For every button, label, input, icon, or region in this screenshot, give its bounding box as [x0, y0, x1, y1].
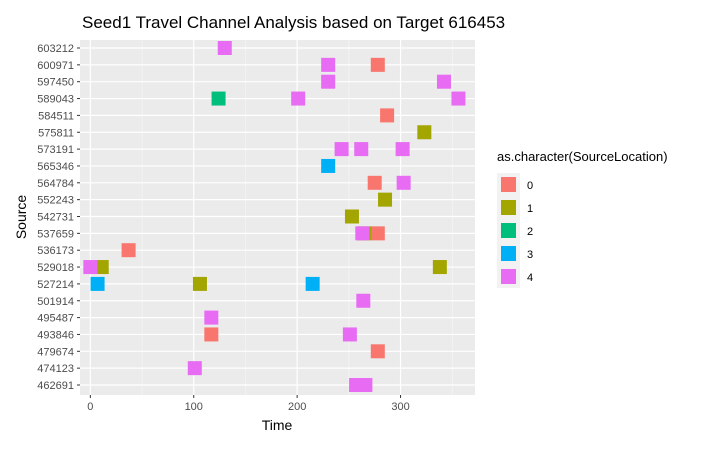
data-point	[121, 243, 136, 258]
y-tick-label: 527214	[37, 279, 74, 291]
data-point	[451, 91, 466, 106]
y-tick-label: 529018	[37, 262, 74, 274]
data-point	[217, 41, 232, 55]
y-tick-label: 575811	[38, 127, 74, 139]
data-points	[83, 41, 466, 392]
y-tick-label: 537659	[37, 228, 74, 240]
x-axis-ticks: 0 100 200 300	[87, 395, 410, 413]
y-tick-label: 600971	[37, 60, 74, 72]
y-tick-label: 474123	[37, 363, 74, 375]
y-tick-label: 584511	[38, 110, 74, 122]
data-point	[378, 192, 393, 207]
y-tick-label: 536173	[37, 245, 74, 257]
y-tick-label: 501914	[37, 296, 74, 308]
legend-key	[501, 177, 516, 192]
data-point	[321, 57, 336, 72]
y-tick-label: 542731	[37, 212, 74, 224]
data-point	[211, 91, 226, 106]
x-tick-label: 200	[288, 401, 306, 413]
x-tick-label: 100	[185, 401, 203, 413]
data-point	[321, 74, 336, 89]
data-point	[417, 125, 432, 140]
data-point	[370, 226, 385, 241]
data-point	[321, 158, 336, 173]
data-point	[370, 57, 385, 72]
y-axis-ticks: 603212 600971 597450 589043 584511 575811 5731…	[37, 43, 80, 392]
legend-label: 1	[527, 203, 533, 215]
data-point	[396, 175, 411, 190]
data-point	[395, 142, 410, 157]
data-point	[367, 175, 382, 190]
y-tick-label: 495487	[37, 313, 74, 325]
y-tick-label: 479674	[37, 346, 74, 358]
legend-label: 0	[527, 180, 533, 192]
y-tick-label: 552243	[37, 195, 74, 207]
legend-title: as.character(SourceLocation)	[497, 149, 668, 164]
data-point	[187, 361, 202, 376]
y-tick-label: 603212	[37, 43, 74, 55]
grid-major	[80, 40, 475, 395]
data-point	[83, 260, 98, 275]
data-point	[291, 91, 306, 106]
data-point	[94, 260, 109, 275]
y-tick-label: 565346	[37, 161, 74, 173]
legend: as.character(SourceLocation) 0 1 2 3 4	[497, 149, 668, 288]
y-tick-label: 462691	[37, 380, 74, 392]
data-point	[344, 209, 359, 224]
data-point	[204, 310, 219, 325]
chart-title: Seed1 Travel Channel Analysis based on T…	[82, 13, 505, 32]
x-axis-label: Time	[262, 417, 293, 433]
data-point	[305, 276, 320, 291]
data-point	[342, 327, 357, 342]
legend-key	[501, 269, 516, 284]
y-tick-label: 564784	[37, 178, 74, 190]
x-tick-label: 300	[391, 401, 409, 413]
x-tick-label: 0	[87, 401, 93, 413]
data-point	[436, 74, 451, 89]
legend-key	[501, 223, 516, 238]
data-point	[334, 142, 349, 157]
y-tick-label: 589043	[37, 94, 74, 106]
data-point	[370, 344, 385, 359]
data-point	[432, 260, 447, 275]
data-point	[356, 293, 371, 308]
y-tick-label: 573191	[37, 144, 74, 156]
data-point	[354, 142, 369, 157]
data-point	[90, 276, 105, 291]
legend-label: 4	[527, 272, 533, 284]
plot-panel	[80, 40, 475, 395]
data-point	[192, 276, 207, 291]
legend-key	[501, 200, 516, 215]
data-point	[380, 108, 395, 123]
y-axis-label: Source	[13, 195, 29, 240]
legend-label: 2	[527, 226, 533, 238]
data-point	[204, 327, 219, 342]
legend-label: 3	[527, 249, 533, 261]
y-tick-label: 597450	[37, 77, 74, 89]
legend-key	[501, 246, 516, 261]
data-point	[358, 378, 373, 392]
data-point	[355, 226, 370, 241]
y-tick-label: 493846	[37, 329, 74, 341]
legend-items: 0 1 2 3 4	[497, 173, 533, 288]
